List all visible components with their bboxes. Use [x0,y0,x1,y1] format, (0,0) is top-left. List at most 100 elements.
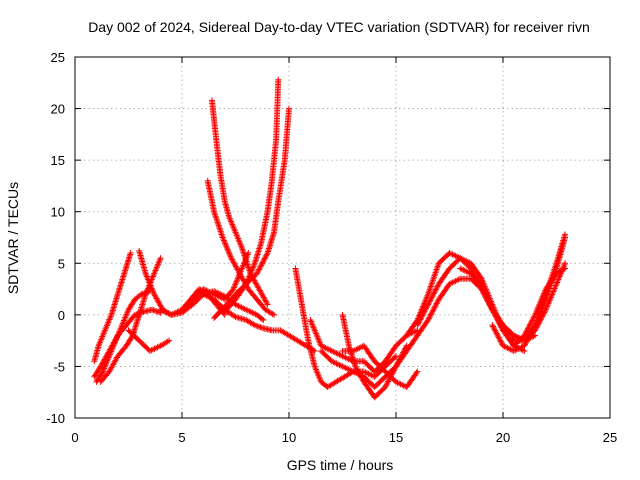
data-point [220,237,227,244]
data-point [427,297,434,304]
data-point [384,379,391,386]
data-point [257,263,264,270]
data-point [524,337,531,344]
data-point [245,276,252,283]
series-arc-5 [125,327,173,354]
data-point [562,231,569,238]
data-point [527,330,534,337]
data-point [522,341,529,348]
data-point [522,329,529,336]
data-point [525,324,532,331]
data-point [226,252,233,259]
data-point [527,321,534,328]
data-point [554,277,561,284]
data-point [425,315,432,322]
data-point [147,282,154,289]
data-point [221,238,228,245]
data-point [417,316,424,323]
data-point [560,266,567,273]
data-point [414,322,421,329]
data-point [425,300,432,307]
data-point [420,309,427,316]
data-point [428,310,435,317]
data-point [401,346,408,353]
data-point [216,225,223,232]
data-point [419,312,426,319]
data-point [145,277,152,284]
data-point [393,353,399,360]
data-point [263,251,270,258]
data-point [383,382,390,389]
data-point [269,310,276,317]
y-tick-label: -10 [46,411,65,426]
data-point [489,322,496,329]
y-axis-label: SDTVAR / TECUs [5,182,21,294]
data-point [217,226,224,233]
x-tick-label: 20 [496,430,510,445]
data-point [216,223,223,230]
data-point [562,260,569,267]
data-point [256,323,263,330]
data-point [383,381,390,388]
data-point [164,338,171,345]
data-point [426,298,433,305]
data-point [400,348,407,355]
data-point [231,283,238,290]
data-point [213,214,220,221]
data-point [430,291,437,298]
data-point [255,267,262,274]
data-point [251,322,258,329]
data-point [521,347,528,354]
series-arc-11 [208,97,271,308]
data-point [212,211,219,218]
series-arc-18 [339,342,421,391]
data-point [430,307,437,314]
y-tick-label: 25 [51,50,65,65]
data-point [428,294,435,301]
data-point [425,301,432,308]
data-point [497,337,504,344]
data-point [523,338,530,345]
data-point [146,279,153,286]
data-point [150,272,157,279]
data-point [148,285,155,292]
x-tick-label: 15 [389,430,403,445]
series-arc-12 [211,105,292,321]
data-point [527,320,534,327]
data-point [250,263,257,270]
data-point [399,351,406,358]
data-point [561,261,568,268]
y-tick-label: 10 [51,205,65,220]
data-point [390,368,397,375]
data-point [143,273,150,280]
data-point [149,286,156,293]
data-point [430,306,437,313]
data-point [275,76,282,83]
data-point [157,255,164,262]
plot-frame [74,56,611,419]
data-point [230,286,237,293]
data-point [427,296,434,303]
data-point [230,284,237,291]
data-point [256,266,263,273]
data-point [427,311,434,318]
data-point [427,312,434,319]
data-point [526,322,533,329]
data-point [527,331,534,338]
data-point [259,315,266,322]
data-point [400,349,407,356]
data-point [521,342,528,349]
data-point [215,220,222,227]
series-arc-3 [93,288,153,385]
data-point [224,246,231,253]
data-point [213,216,220,223]
series-arc-23 [489,231,569,354]
data-point [144,275,151,282]
series-arc-24 [510,265,569,349]
data-point [260,258,267,265]
y-tick-label: 15 [51,153,65,168]
data-point [257,324,264,331]
data-point [425,317,432,324]
series-arc-21 [414,260,569,344]
data-point [146,280,153,287]
